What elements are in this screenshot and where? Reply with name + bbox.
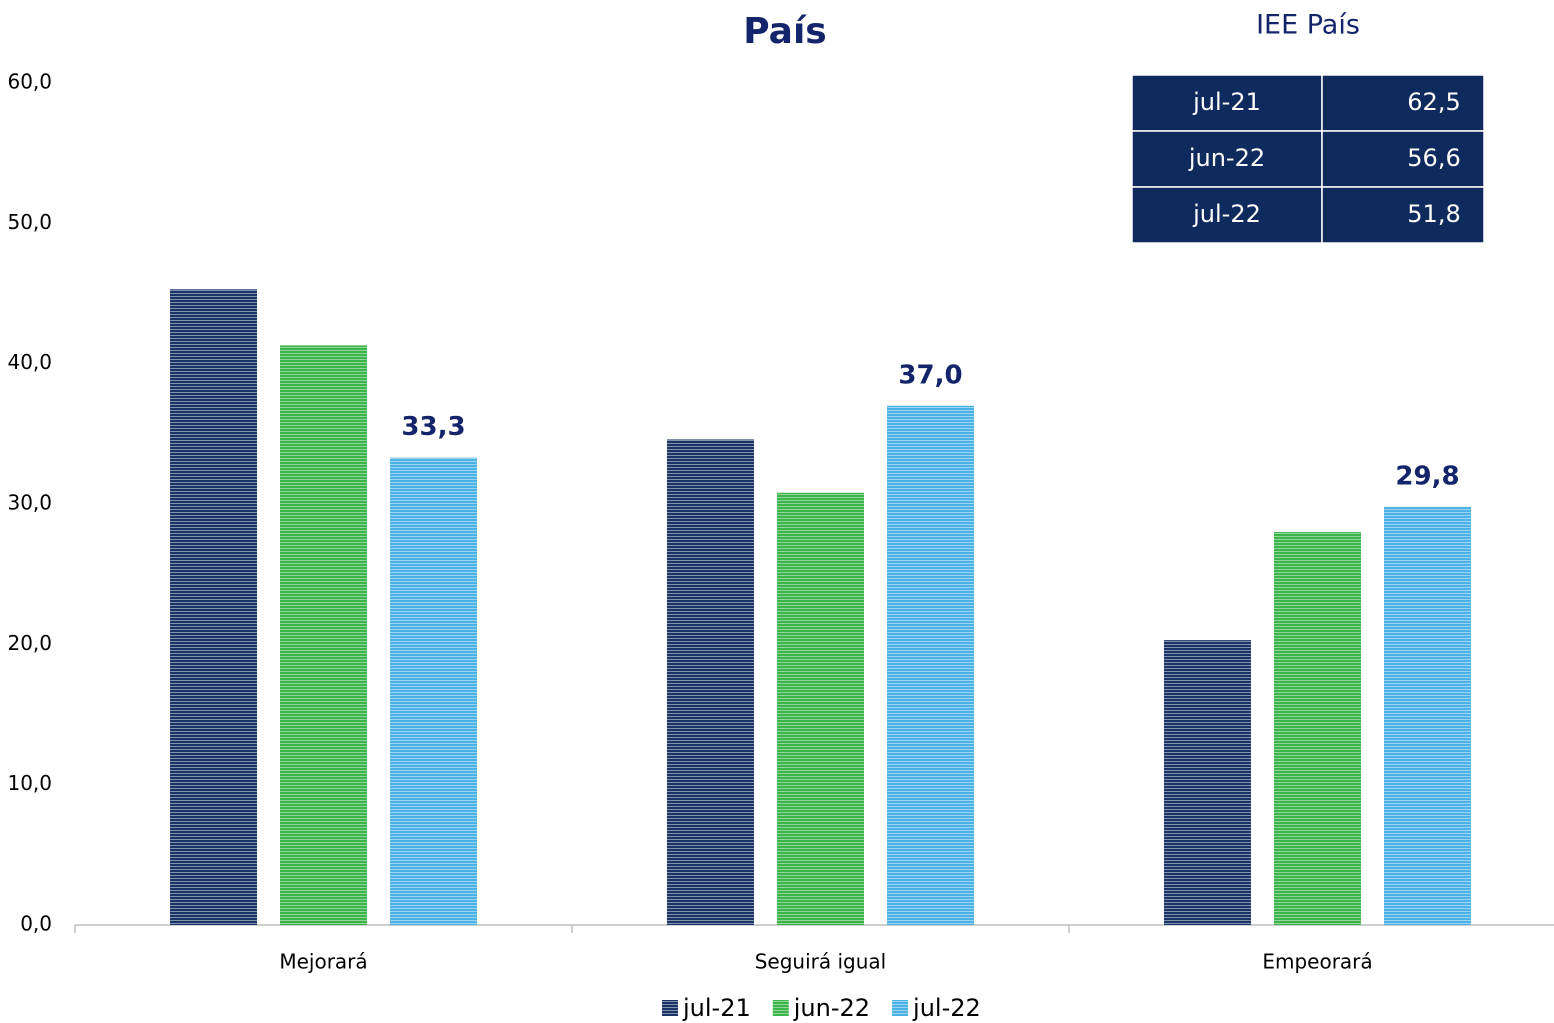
y-tick-label: 20,0 <box>7 631 52 655</box>
legend-label: jul-21 <box>682 994 751 1022</box>
x-tick-label: Empeorará <box>1262 950 1372 974</box>
table-text: 62,5 <box>1407 88 1460 116</box>
bar <box>1164 640 1251 925</box>
data-label: 33,3 <box>401 412 465 442</box>
table-text: 56,6 <box>1407 144 1460 172</box>
table-cell <box>1131 130 1323 188</box>
legend-swatch <box>662 1000 678 1016</box>
y-tick-label: 40,0 <box>7 350 52 374</box>
legend-label: jun-22 <box>793 994 870 1022</box>
bar <box>1274 532 1361 925</box>
x-tick-label: Seguirá igual <box>755 950 887 974</box>
y-tick-label: 60,0 <box>7 70 52 94</box>
bar <box>887 405 974 925</box>
data-label: 37,0 <box>898 360 962 390</box>
legend-label: jul-22 <box>912 994 981 1022</box>
bar <box>667 439 754 925</box>
table-text: 51,8 <box>1407 200 1460 228</box>
bar <box>280 345 367 925</box>
table-text: jul-22 <box>1192 200 1261 228</box>
legend-swatch <box>772 1000 789 1016</box>
y-tick-label: 10,0 <box>7 771 52 795</box>
bar <box>1384 506 1471 925</box>
table-cell <box>1131 74 1323 132</box>
y-tick-label: 50,0 <box>7 210 52 234</box>
bar <box>777 492 864 925</box>
table-title: IEE País <box>1256 10 1360 41</box>
table-cell <box>1321 186 1485 244</box>
table-text: jun-22 <box>1188 144 1265 172</box>
y-tick-label: 0,0 <box>20 912 52 936</box>
table-text: jul-21 <box>1192 88 1261 116</box>
bar <box>170 289 257 925</box>
table-cell <box>1131 186 1323 244</box>
data-label: 29,8 <box>1395 461 1459 491</box>
chart-title: País <box>743 11 826 52</box>
bar <box>390 457 477 925</box>
table-cell <box>1321 130 1485 188</box>
legend-swatch <box>892 1000 909 1016</box>
y-tick-label: 30,0 <box>7 491 52 515</box>
x-tick-label: Mejorará <box>279 950 367 974</box>
